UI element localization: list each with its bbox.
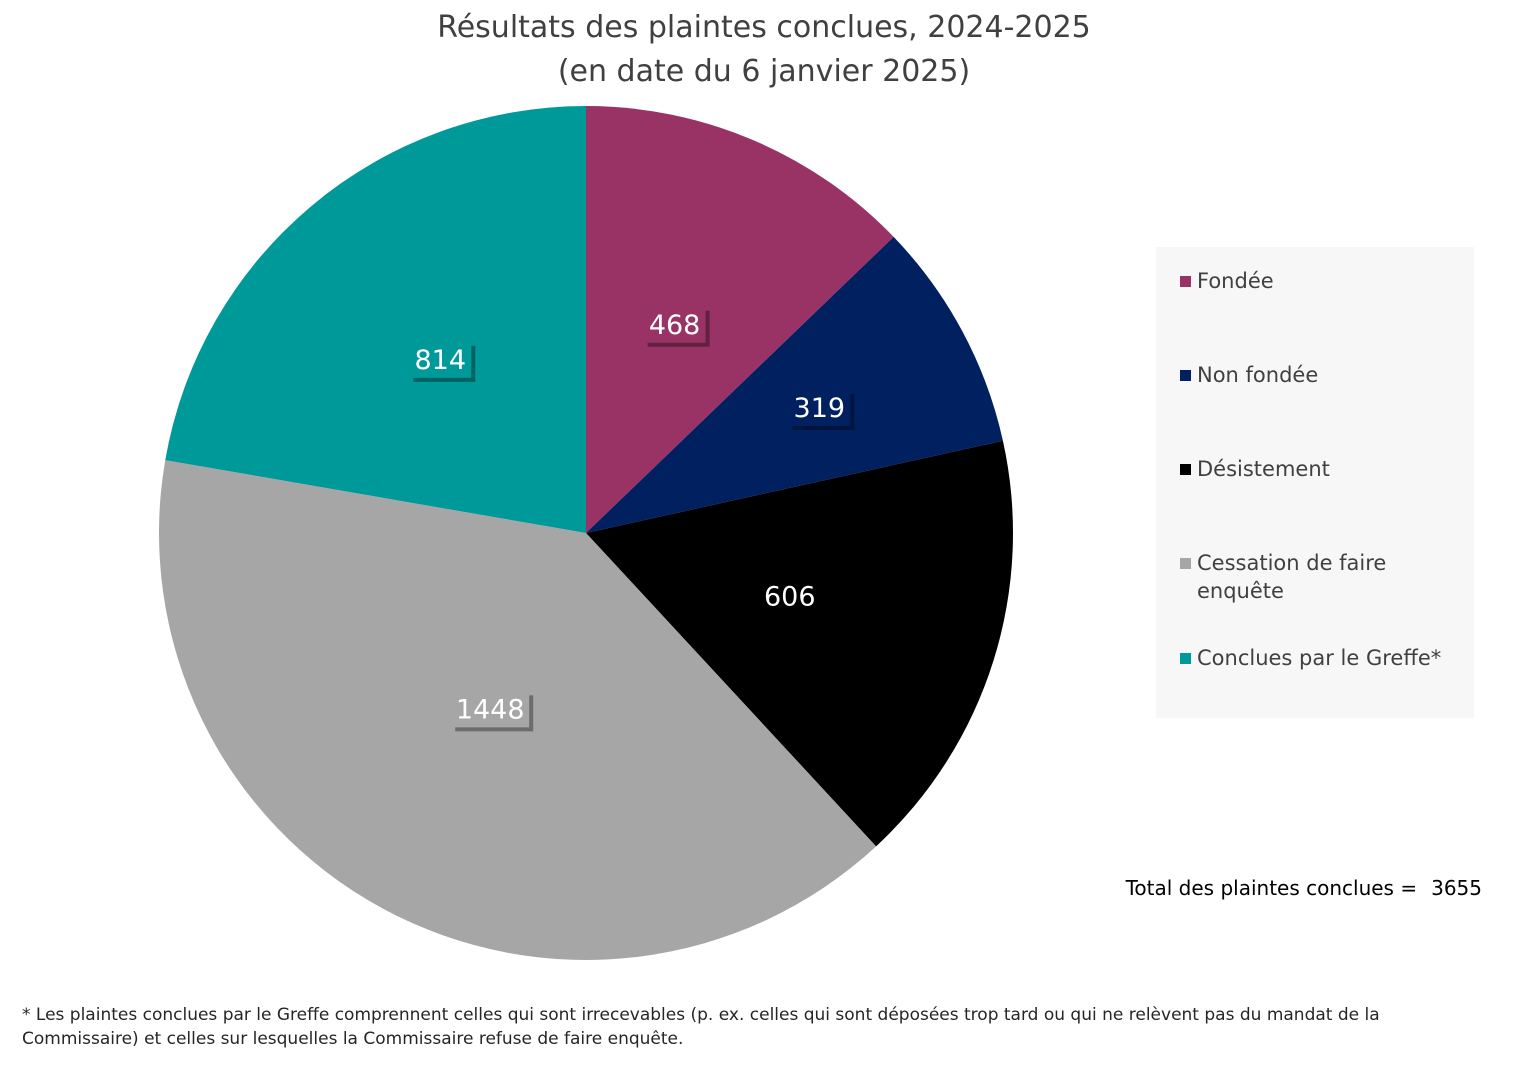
data-label-text: 468 xyxy=(649,310,701,341)
data-label-text: 606 xyxy=(764,582,816,613)
total-label: Total des plaintes conclues = xyxy=(1125,876,1418,900)
data-label: 319 xyxy=(788,389,855,430)
pie-slice xyxy=(165,106,586,533)
data-label: 606 xyxy=(764,582,816,613)
legend-swatch xyxy=(1180,276,1191,287)
data-label-box xyxy=(451,691,530,728)
legend-label: Non fondée xyxy=(1197,363,1319,387)
legend-label: Désistement xyxy=(1197,457,1330,481)
legend-item: Cessation de faire enquête xyxy=(1156,549,1474,605)
legend-swatch xyxy=(1180,464,1191,475)
pie-slice xyxy=(586,236,1003,533)
data-label-box xyxy=(643,306,706,343)
legend: Fondée Non fondée Désistement Cessation de … xyxy=(1156,247,1474,718)
pie-slices xyxy=(158,106,1013,960)
data-label: 468 xyxy=(643,306,710,347)
data-label: 1448 xyxy=(451,691,534,732)
data-label-text: 319 xyxy=(794,393,846,424)
legend-label: Fondée xyxy=(1197,269,1274,293)
data-label-box xyxy=(409,341,472,378)
legend-swatch xyxy=(1180,370,1191,381)
data-label-text: 1448 xyxy=(456,694,525,725)
chart-subtitle: (en date du 6 janvier 2025) xyxy=(557,54,971,89)
chart-title-block: Résultats des plaintes conclues, 2024-20… xyxy=(0,6,1528,94)
pie-slice xyxy=(586,440,1013,847)
pie-data-labels: 468 319 606 1448 814 xyxy=(409,306,855,732)
legend-swatch xyxy=(1180,653,1191,664)
legend-label: Conclues par le Greffe* xyxy=(1197,646,1442,670)
legend-swatch xyxy=(1180,558,1191,569)
data-label-text: 814 xyxy=(414,345,466,376)
legend-item: Désistement xyxy=(1156,455,1474,483)
legend-label: Cessation de faire enquête xyxy=(1197,551,1387,603)
footnote: * Les plaintes conclues par le Greffe co… xyxy=(22,1005,1380,1049)
total-summary: Total des plaintes conclues = 3655 xyxy=(1060,873,1482,903)
legend-item: Conclues par le Greffe* xyxy=(1156,644,1474,672)
legend-item: Fondée xyxy=(1156,267,1474,295)
data-label-box xyxy=(788,389,851,426)
total-value: 3655 xyxy=(1431,876,1482,900)
data-label: 814 xyxy=(409,341,476,382)
chart-title: Résultats des plaintes conclues, 2024-20… xyxy=(437,10,1091,45)
pie-slice xyxy=(586,106,894,533)
legend-item: Non fondée xyxy=(1156,361,1474,389)
